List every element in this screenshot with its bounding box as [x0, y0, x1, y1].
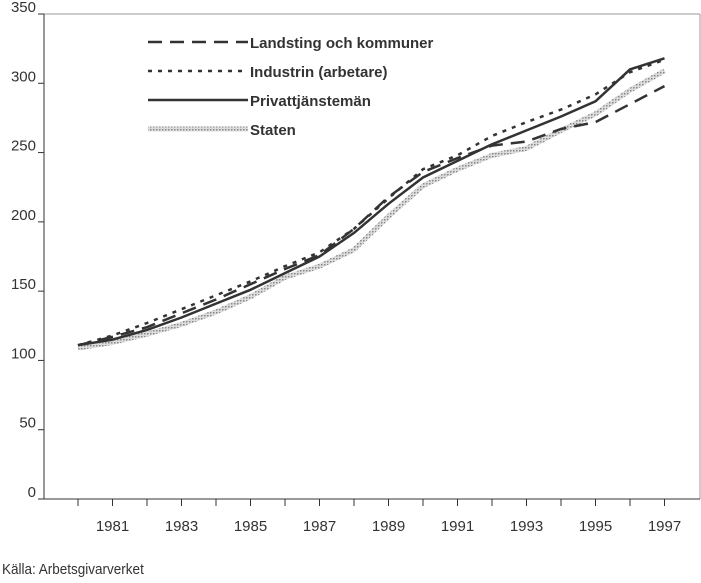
data-point [319, 251, 321, 253]
x-tick-label: 1995 [579, 518, 612, 535]
data-point [181, 323, 183, 325]
data-point [388, 203, 390, 205]
data-point [560, 128, 562, 130]
data-point [353, 249, 355, 251]
y-tick-label: 0 [28, 484, 36, 501]
data-point [146, 329, 148, 331]
data-point [457, 160, 459, 162]
data-point [595, 121, 597, 123]
data-point [250, 296, 252, 298]
data-point [250, 289, 252, 291]
data-point [250, 280, 252, 282]
x-tick-label: 1989 [372, 518, 405, 535]
series-line-industrin-arbetare- [77, 58, 665, 347]
data-point [319, 256, 321, 258]
y-tick-label: 100 [11, 345, 36, 362]
series-line-staten [77, 68, 666, 351]
data-point [526, 147, 528, 149]
data-point [422, 168, 424, 170]
x-tick-label: 1997 [648, 518, 681, 535]
data-point [560, 109, 562, 111]
data-point [526, 121, 528, 123]
x-tick-label: 1993 [510, 518, 543, 535]
series-line-landsting-och-kommuner [77, 84, 666, 347]
data-point [457, 168, 459, 170]
legend-label: Privattjänstemän [250, 93, 371, 110]
data-point [215, 303, 217, 305]
data-point [112, 339, 114, 341]
data-point [595, 93, 597, 95]
data-point [422, 185, 424, 187]
y-tick-label: 150 [11, 276, 36, 293]
data-point [353, 228, 355, 230]
x-tick-label: 1991 [441, 518, 474, 535]
data-point [457, 157, 459, 159]
data-point [215, 298, 217, 300]
data-point [319, 265, 321, 267]
data-point [664, 85, 666, 87]
source-note: Källa: Arbetsgivarverket [2, 561, 144, 578]
data-point [388, 215, 390, 217]
data-point [560, 116, 562, 118]
data-point [388, 197, 390, 199]
y-tick-label: 350 [11, 0, 36, 16]
legend-label: Industrin (arbetare) [250, 64, 388, 81]
legend-label: Landsting och kommuner [250, 35, 434, 52]
data-point [284, 272, 286, 274]
data-point [526, 140, 528, 142]
data-point [146, 322, 148, 324]
data-point [629, 89, 631, 91]
data-point [595, 100, 597, 102]
x-tick-label: 1981 [96, 518, 129, 535]
data-point [526, 129, 528, 131]
data-point [284, 265, 286, 267]
data-point [422, 177, 424, 179]
data-point [215, 294, 217, 296]
data-point [146, 326, 148, 328]
data-point [664, 57, 666, 59]
legend-label: Staten [250, 122, 296, 139]
data-point [491, 143, 493, 145]
line-chart: 0 50 100 150 200 250 300 350 1981 1983 1985 1987 198… [11, 0, 701, 535]
y-tick-label: 50 [19, 415, 36, 432]
data-point [112, 334, 114, 336]
x-tick-label: 1983 [165, 518, 198, 535]
data-point [181, 316, 183, 318]
data-point [491, 154, 493, 156]
data-point [595, 113, 597, 115]
data-point [664, 70, 666, 72]
data-point [284, 268, 286, 270]
series-line-privattj-nstem-n [77, 57, 665, 347]
data-point [181, 312, 183, 314]
data-point [77, 344, 79, 346]
data-point [215, 311, 217, 313]
data-point [629, 103, 631, 105]
y-tick-label: 250 [11, 138, 36, 155]
y-tick-label: 200 [11, 207, 36, 224]
y-tick-label: 300 [11, 68, 36, 85]
data-point [353, 232, 355, 234]
data-point [250, 283, 252, 285]
data-point [77, 347, 79, 349]
x-tick-label: 1987 [303, 518, 336, 535]
data-point [629, 68, 631, 70]
data-point [146, 333, 148, 335]
data-point [491, 135, 493, 137]
data-point [112, 341, 114, 343]
x-tick-label: 1985 [234, 518, 267, 535]
data-point [457, 154, 459, 156]
data-point [181, 308, 183, 310]
data-point [284, 276, 286, 278]
